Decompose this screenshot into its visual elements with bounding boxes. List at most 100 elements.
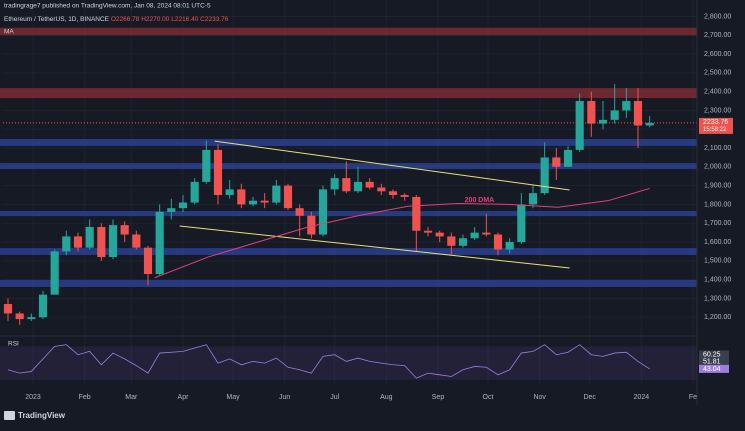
candle-body	[517, 204, 526, 243]
candle-body	[423, 230, 433, 233]
rsi-value-label: 51.81	[703, 358, 721, 365]
candle-body	[598, 119, 608, 124]
candle-body	[342, 178, 351, 192]
indicator-label: MA	[4, 29, 14, 36]
candle-body	[435, 232, 444, 237]
candle-body	[587, 101, 596, 124]
low: L2216.40	[171, 16, 198, 23]
candle-body	[493, 234, 503, 250]
candle-body	[62, 236, 71, 252]
candle-body	[272, 185, 281, 203]
y-tick-label: 1,600.00	[704, 239, 731, 246]
candle-body	[307, 215, 316, 235]
zone	[0, 139, 697, 146]
zone	[0, 163, 697, 170]
candle-body	[482, 232, 491, 235]
candle-body	[552, 157, 561, 167]
open: O2266.78	[111, 16, 140, 23]
candle-body	[645, 122, 654, 126]
candle-body	[622, 101, 631, 111]
x-tick-label: Apr	[178, 394, 190, 401]
x-tick-label: Sep	[432, 394, 445, 401]
rsi-value-box	[699, 357, 729, 366]
candle-body	[73, 236, 83, 248]
y-tick-label: 1,900.00	[704, 182, 731, 189]
candle-body	[50, 251, 59, 295]
candle-body	[225, 189, 234, 196]
candle-body	[143, 247, 153, 274]
zone	[0, 279, 697, 287]
y-tick-label: 2,000.00	[704, 164, 731, 171]
candle-body	[365, 181, 374, 188]
trend-line	[179, 225, 570, 269]
x-tick-label: Aug	[380, 394, 393, 401]
y-tick-label: 1,400.00	[704, 276, 731, 283]
candle-body	[633, 101, 643, 126]
last-price-box	[699, 117, 733, 134]
x-tick-label: 2023	[25, 394, 41, 401]
x-tick-label: May	[226, 394, 240, 401]
candle-body	[27, 317, 36, 320]
candle-body	[190, 181, 199, 203]
candle-body	[283, 185, 293, 209]
zone	[0, 27, 697, 36]
candle-body	[400, 195, 409, 197]
x-tick-label: Jun	[279, 394, 290, 401]
candle-body	[108, 225, 118, 258]
zone	[0, 211, 697, 217]
x-tick-label: Fe	[689, 394, 697, 401]
candle-body	[330, 178, 339, 190]
candle-body	[167, 208, 176, 212]
x-tick-label: Nov	[533, 394, 546, 401]
y-tick-label: 1,800.00	[704, 201, 731, 208]
zone	[0, 248, 697, 255]
countdown-label: 15:58:22	[703, 127, 727, 133]
zone	[0, 88, 697, 99]
candle-body	[38, 294, 48, 318]
x-tick-label: Dec	[583, 394, 596, 401]
rsi-band	[0, 346, 697, 380]
candle-body	[178, 202, 188, 209]
candle-body	[318, 189, 328, 235]
candle-body	[260, 200, 269, 203]
symbol: Ethereum / TetherUS, 1D, BINANCE O2266.7…	[4, 16, 229, 23]
candle-body	[85, 226, 94, 248]
rsi-value-box	[699, 350, 729, 359]
close: C2233.76	[200, 16, 229, 23]
x-tick-label: Mar	[125, 394, 138, 401]
candle-body	[377, 187, 386, 192]
candle-body	[213, 149, 223, 196]
candle-body	[353, 181, 363, 192]
y-tick-label: 2,800.00	[704, 13, 731, 20]
candle-body	[505, 242, 514, 250]
x-tick-label: Oct	[483, 394, 494, 401]
high: H2270.00	[141, 16, 170, 23]
candle-body	[248, 200, 258, 205]
candle-body	[97, 226, 106, 258]
candle-body	[155, 211, 164, 274]
candle-body	[202, 149, 211, 182]
rsi-value-label: 60.25	[703, 351, 721, 358]
trend-line	[214, 140, 570, 191]
candle-body	[120, 225, 129, 235]
y-tick-label: 2,600.00	[704, 51, 731, 58]
logo: TradingView	[18, 411, 66, 420]
y-tick-label: 2,500.00	[704, 70, 731, 77]
candle-body	[470, 232, 479, 239]
candle-body	[528, 193, 538, 205]
candle-body	[3, 304, 13, 314]
y-tick-label: 1,300.00	[704, 295, 731, 302]
symbol-name: Ethereum / TetherUS, 1D, BINANCE	[4, 16, 110, 23]
published-note: tradingrage7 published on TradingView.co…	[4, 3, 211, 10]
x-tick-label: Feb	[79, 394, 91, 401]
candle-body	[447, 236, 456, 246]
y-tick-label: 1,500.00	[704, 258, 731, 265]
candle-body	[15, 313, 24, 320]
y-tick-label: 2,400.00	[704, 88, 731, 95]
candle-body	[132, 234, 141, 248]
last-price-label: 2233.76	[703, 119, 728, 126]
rsi-value-box	[699, 364, 729, 373]
ma-label: 200 DMA	[465, 197, 495, 204]
y-tick-label: 1,200.00	[704, 314, 731, 321]
